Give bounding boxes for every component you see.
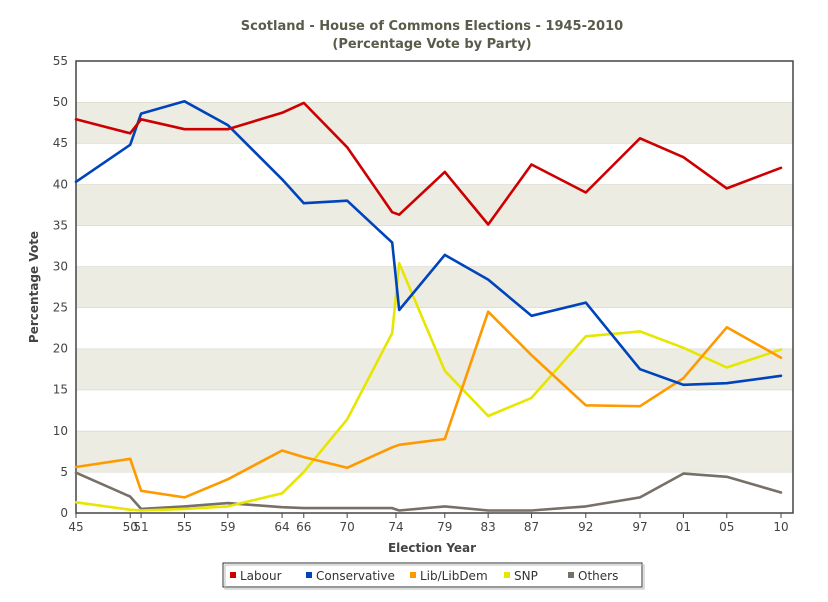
grid-band (76, 102, 793, 144)
plot-area-border (75, 60, 794, 514)
x-tick-label: 64 (274, 520, 289, 534)
x-tick-label: 55 (177, 520, 192, 534)
grid-bands (76, 60, 793, 513)
y-tick-label: 0 (60, 506, 68, 520)
legend-entry: Conservative (316, 569, 395, 583)
legend-entry: Labour (240, 569, 282, 583)
y-tick-label: 25 (53, 301, 68, 315)
y-tick-label: 15 (53, 383, 68, 397)
chart-title: Scotland - House of Commons Elections - … (241, 19, 623, 34)
x-tick-label: 50 (123, 520, 138, 534)
series-line-lib-libdem (74, 310, 783, 499)
series-line-snp (74, 261, 783, 512)
x-tick-label: 01 (676, 520, 691, 534)
x-tick-label: 87 (524, 520, 539, 534)
x-tick-label: 05 (719, 520, 734, 534)
x-tick-label: 92 (578, 520, 593, 534)
series-line-others (74, 471, 783, 512)
y-tick-label: 30 (53, 259, 68, 273)
x-tick-label: 66 (296, 520, 311, 534)
legend-marker (306, 572, 312, 578)
x-tick-label: 97 (632, 520, 647, 534)
y-axis-label: Percentage Vote (27, 231, 41, 343)
series-line-conservative (74, 100, 783, 387)
y-tick-label: 10 (53, 424, 68, 438)
x-tick-label: 70 (340, 520, 355, 534)
y-tick-label: 55 (53, 54, 68, 68)
grid-band (76, 184, 793, 226)
x-tick-label: 83 (481, 520, 496, 534)
grid-band (76, 61, 793, 103)
y-tick-label: 5 (60, 465, 68, 479)
legend-marker (410, 572, 416, 578)
legend-entry: Others (578, 569, 618, 583)
grid-band (76, 225, 793, 267)
grid-band (76, 430, 793, 472)
y-tick-label: 40 (53, 177, 68, 191)
x-tick-label: 79 (437, 520, 452, 534)
legend-marker (230, 572, 236, 578)
legend-marker (568, 572, 574, 578)
grid-band (76, 266, 793, 308)
series-line-labour (74, 101, 783, 226)
y-tick-label: 20 (53, 342, 68, 356)
legend: Labour Conservative Lib/LibDem SNP Others (222, 562, 645, 590)
legend-entry: Lib/LibDem (420, 569, 488, 583)
y-tick-label: 35 (53, 218, 68, 232)
series-lines (74, 100, 783, 512)
legend-entry: SNP (514, 569, 538, 583)
x-tick-label: 74 (388, 520, 403, 534)
grid-band (76, 389, 793, 431)
legend-marker (504, 572, 510, 578)
y-tick-label: 45 (53, 136, 68, 150)
x-axis-label: Election Year (388, 541, 476, 555)
x-tick-label: 59 (220, 520, 235, 534)
grid-band (76, 348, 793, 390)
chart-subtitle: (Percentage Vote by Party) (332, 37, 531, 52)
y-axis-ticks: 0 5 10 15 20 25 30 35 40 45 50 55 (53, 54, 68, 520)
x-tick-label: 10 (773, 520, 788, 534)
x-tick-label: 45 (68, 520, 83, 534)
y-tick-label: 50 (53, 95, 68, 109)
grid-band (76, 307, 793, 349)
x-tick-label: 51 (133, 520, 148, 534)
legend-shadow (224, 564, 645, 590)
grid-band (76, 143, 793, 185)
